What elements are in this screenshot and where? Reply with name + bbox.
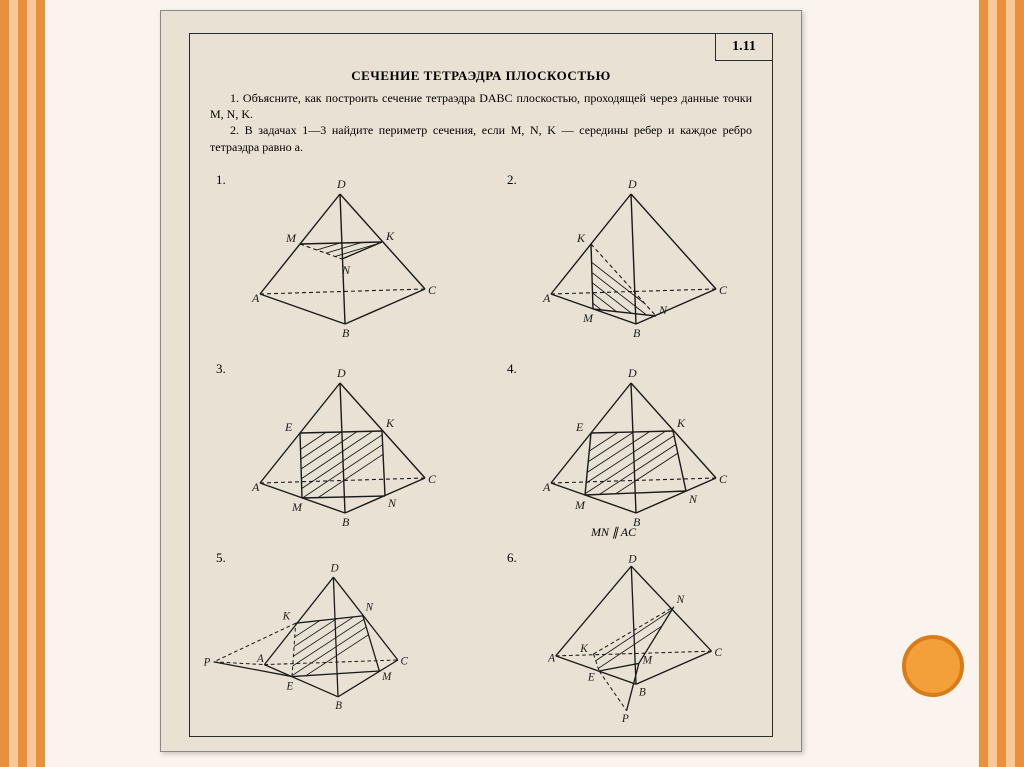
task-2: 2. В задачах 1—3 найдите периметр сечени…	[210, 122, 752, 154]
figure-number: 1.	[216, 172, 226, 188]
svg-text:N: N	[365, 601, 374, 613]
svg-text:N: N	[341, 263, 351, 277]
svg-text:E: E	[575, 420, 584, 434]
section-number: 1.11	[715, 33, 773, 61]
svg-text:E: E	[284, 420, 293, 434]
svg-text:M: M	[642, 654, 653, 666]
svg-text:M: M	[381, 671, 392, 683]
figure-3: 3.	[190, 353, 481, 542]
svg-text:A: A	[542, 480, 551, 494]
svg-text:A: A	[251, 291, 260, 305]
svg-text:C: C	[714, 646, 722, 658]
svg-text:B: B	[633, 326, 641, 340]
svg-text:C: C	[428, 472, 437, 486]
figure-6: 6.	[481, 542, 772, 731]
svg-text:C: C	[719, 472, 728, 486]
svg-text:M: M	[285, 231, 297, 245]
tetra-6-svg: A B C D N K M E P	[521, 552, 751, 722]
svg-text:D: D	[627, 553, 637, 565]
svg-text:N: N	[658, 303, 668, 317]
svg-text:A: A	[251, 480, 260, 494]
figure-number: 2.	[507, 172, 517, 188]
svg-text:E: E	[285, 680, 293, 692]
svg-text:A: A	[256, 652, 264, 664]
svg-text:P: P	[621, 713, 629, 722]
tetra-2-svg: A B C D K M N	[521, 174, 751, 344]
svg-text:N: N	[387, 496, 397, 510]
svg-text:D: D	[627, 177, 637, 191]
parallel-note: MN ∥ AC	[591, 525, 636, 540]
svg-text:D: D	[336, 177, 346, 191]
svg-text:B: B	[639, 686, 646, 698]
svg-text:D: D	[330, 562, 339, 574]
svg-text:K: K	[676, 416, 686, 430]
svg-text:C: C	[401, 655, 409, 667]
svg-text:E: E	[587, 671, 595, 683]
svg-text:K: K	[576, 231, 586, 245]
svg-text:M: M	[291, 500, 303, 514]
figure-1: 1.	[190, 164, 481, 353]
figure-5: 5.	[190, 542, 481, 731]
svg-text:D: D	[627, 366, 637, 380]
svg-text:K: K	[579, 643, 589, 655]
svg-text:C: C	[428, 283, 437, 297]
page-title: СЕЧЕНИЕ ТЕТРАЭДРА ПЛОСКОСТЬЮ	[190, 68, 772, 84]
intro-text: 1. Объясните, как построить сечение тетр…	[190, 84, 772, 159]
svg-text:P: P	[203, 656, 211, 668]
tetra-5-svg: A B C D K N M E P	[200, 552, 430, 722]
svg-text:M: M	[574, 498, 586, 512]
figure-4: 4.	[481, 353, 772, 542]
svg-text:B: B	[342, 515, 350, 529]
circle-icon	[902, 635, 964, 697]
svg-text:K: K	[282, 610, 291, 622]
task-1: 1. Объясните, как построить сечение тетр…	[210, 90, 752, 122]
figure-number: 3.	[216, 361, 226, 377]
svg-text:B: B	[342, 326, 350, 340]
tetra-1-svg: A B C D M K N	[230, 174, 460, 344]
scanned-page: 1.11 СЕЧЕНИЕ ТЕТРАЭДРА ПЛОСКОСТЬЮ 1. Объ…	[160, 10, 802, 752]
figure-number: 4.	[507, 361, 517, 377]
svg-text:D: D	[336, 366, 346, 380]
figure-2: 2.	[481, 164, 772, 353]
stripe-left	[0, 0, 45, 767]
svg-text:N: N	[676, 594, 686, 606]
svg-text:M: M	[582, 311, 594, 325]
svg-text:K: K	[385, 416, 395, 430]
svg-text:A: A	[547, 652, 555, 664]
figures-grid: 1.	[190, 164, 772, 736]
svg-text:K: K	[385, 229, 395, 243]
figure-number: 6.	[507, 550, 517, 566]
svg-text:N: N	[688, 492, 698, 506]
tetra-4-svg: A B C D E K M N	[521, 363, 751, 533]
stripe-right	[979, 0, 1024, 767]
svg-text:A: A	[542, 291, 551, 305]
page-frame: 1.11 СЕЧЕНИЕ ТЕТРАЭДРА ПЛОСКОСТЬЮ 1. Объ…	[189, 33, 773, 737]
svg-text:C: C	[719, 283, 728, 297]
tetra-3-svg: A B C D E K M N	[230, 363, 460, 533]
svg-text:B: B	[335, 699, 342, 711]
